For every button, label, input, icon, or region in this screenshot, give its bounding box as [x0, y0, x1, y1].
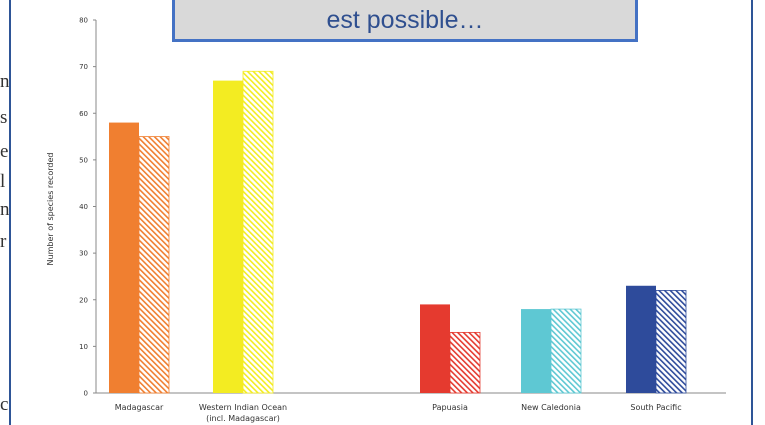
y-tick-label: 20: [79, 296, 88, 304]
bars-group: [109, 70, 687, 394]
bar-solid-south-pacific: [626, 285, 656, 393]
y-tick-label: 10: [79, 343, 88, 351]
background-text-fragment: e: [0, 141, 9, 162]
bar-chart: 0 10 20 30 40 50 60 70 80 Madagascar Western Indi…: [46, 17, 726, 423]
y-tick-label: 60: [79, 110, 88, 118]
bar-hatched-papuasia: [449, 331, 481, 394]
bar-hatched-new-caledonia: [550, 308, 582, 394]
category-label: New Caledonia: [521, 403, 581, 412]
y-axis-title: Number of species recorded: [46, 153, 55, 266]
callout-box: est possible…: [172, 0, 638, 42]
background-text-fragment: s: [0, 107, 8, 128]
category-label: South Pacific: [630, 403, 681, 412]
bar-hatched-south-pacific: [655, 290, 687, 394]
background-text-fragment: n: [0, 71, 10, 92]
y-tick-label: 0: [84, 390, 88, 398]
background-text-fragment: n: [0, 199, 10, 220]
y-tick-label: 40: [79, 203, 88, 211]
y-tick-label: 80: [79, 17, 88, 25]
bar-solid-papuasia: [420, 304, 450, 393]
background-text-fragment: c: [0, 394, 9, 415]
category-label: Western Indian Ocean: [199, 403, 287, 412]
y-axis: 0 10 20 30 40 50 60 70 80: [79, 17, 726, 398]
bar-solid-western-indian-ocean: [213, 80, 243, 394]
y-tick-label: 50: [79, 156, 88, 164]
bar-solid-new-caledonia: [521, 309, 551, 393]
callout-text: est possible…: [326, 6, 484, 34]
bar-hatched-western-indian-ocean: [242, 70, 274, 394]
category-label: Papuasia: [432, 403, 468, 412]
category-sublabel: (incl. Madagascar): [206, 414, 280, 423]
category-label: Madagascar: [115, 403, 164, 412]
y-tick-label: 30: [79, 250, 88, 258]
y-tick-label: 70: [79, 63, 88, 71]
bar-solid-madagascar: [109, 122, 139, 393]
background-text-fragment: r: [0, 231, 7, 252]
bar-hatched-madagascar: [138, 136, 170, 394]
background-text-fragment: l: [0, 171, 6, 192]
chart-panel: 0 10 20 30 40 50 60 70 80 Madagascar Western Indi…: [9, 0, 753, 425]
category-labels: Madagascar Western Indian Ocean (incl. Mad…: [115, 403, 682, 423]
